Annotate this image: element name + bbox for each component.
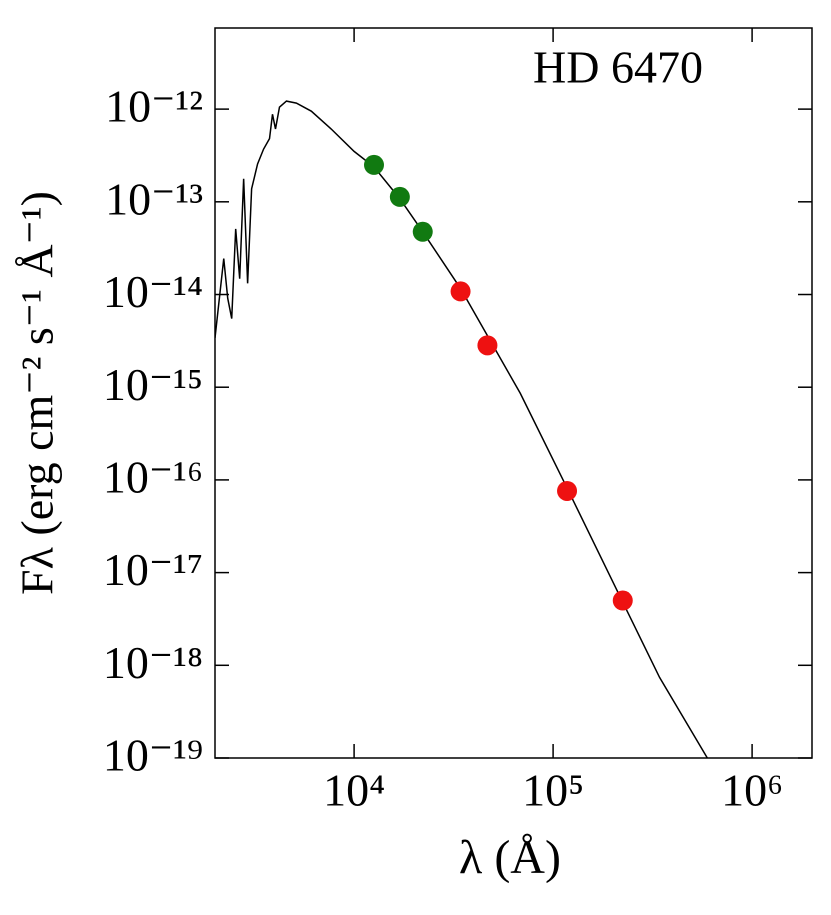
y-axis-label: Fλ (erg cm⁻² s⁻¹ Å⁻¹) bbox=[12, 191, 63, 595]
data-point bbox=[389, 186, 410, 207]
data-point bbox=[364, 154, 385, 175]
y-tick-label: 10⁻¹⁴ bbox=[103, 266, 203, 317]
plot-frame bbox=[214, 27, 813, 759]
model-line bbox=[215, 100, 708, 758]
data-point bbox=[412, 221, 433, 242]
y-tick-label: 10⁻¹³ bbox=[105, 173, 203, 224]
x-axis-label: λ (Å) bbox=[459, 831, 561, 884]
y-tick-label: 10⁻¹⁵ bbox=[103, 359, 203, 410]
x-tick-label: 10⁵ bbox=[522, 765, 584, 816]
y-tick-label: 10⁻¹⁷ bbox=[103, 544, 203, 595]
y-tick-label: 10⁻¹⁸ bbox=[103, 637, 203, 688]
data-point bbox=[450, 281, 471, 302]
y-tick-label: 10⁻¹⁶ bbox=[103, 451, 203, 502]
data-point bbox=[612, 590, 633, 611]
annotation: HD 6470 bbox=[533, 42, 703, 93]
y-tick-label: 10⁻¹² bbox=[105, 81, 203, 132]
x-tick-label: 10⁴ bbox=[323, 765, 385, 816]
data-point bbox=[557, 480, 578, 501]
x-tick-label: 10⁶ bbox=[721, 765, 783, 816]
data-point bbox=[477, 335, 498, 356]
y-tick-label: 10⁻¹⁹ bbox=[103, 730, 203, 781]
